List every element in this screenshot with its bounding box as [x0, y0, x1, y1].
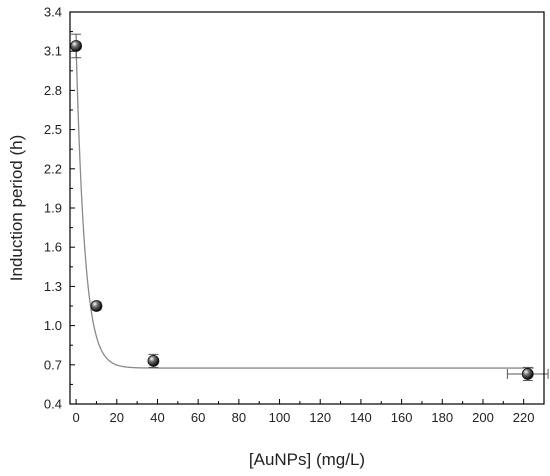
- x-tick-label: 40: [150, 410, 164, 425]
- x-tick-label: 140: [350, 410, 372, 425]
- y-tick-label: 0.4: [44, 397, 62, 412]
- data-point-layer: [70, 40, 534, 380]
- y-tick-label: 3.4: [44, 5, 62, 20]
- y-tick-label: 3.1: [44, 44, 62, 59]
- x-tick-label: 160: [391, 410, 413, 425]
- x-tick-label: 100: [269, 410, 291, 425]
- y-tick-label: 2.2: [44, 161, 62, 176]
- x-tick-label: 200: [472, 410, 494, 425]
- data-point: [90, 300, 103, 312]
- x-tick-label: 120: [309, 410, 331, 425]
- y-tick-label: 1.9: [44, 201, 62, 216]
- y-tick-label: 1.3: [44, 279, 62, 294]
- x-tick-label: 0: [72, 410, 79, 425]
- x-tick-label: 180: [431, 410, 453, 425]
- y-tick-label: 1.0: [44, 318, 62, 333]
- y-tick-label: 2.5: [44, 122, 62, 137]
- fit-curve: [75, 45, 534, 369]
- y-tick-label: 1.6: [44, 240, 62, 255]
- y-axis-ticks: 0.4 0.7 1.0 1.3 1.6 1.9 2.2 2.5 2.8 3.1 3.4: [44, 5, 75, 412]
- y-axis-title: Induction period (h): [7, 135, 26, 281]
- data-point: [147, 354, 160, 367]
- x-tick-label: 220: [513, 410, 535, 425]
- x-tick-label: 80: [232, 410, 246, 425]
- y-tick-label: 0.7: [44, 357, 62, 372]
- data-point: [70, 40, 83, 52]
- y-tick-label: 2.8: [44, 83, 62, 98]
- x-axis-ticks: 0 20 40 60 80 100 120 140 160 180 200 220: [72, 399, 535, 425]
- x-tick-label: 60: [191, 410, 205, 425]
- x-tick-label: 20: [110, 410, 124, 425]
- data-point: [521, 368, 534, 380]
- x-axis-title: [AuNPs] (mg/L): [249, 450, 365, 469]
- fit-curve-layer: [75, 45, 534, 369]
